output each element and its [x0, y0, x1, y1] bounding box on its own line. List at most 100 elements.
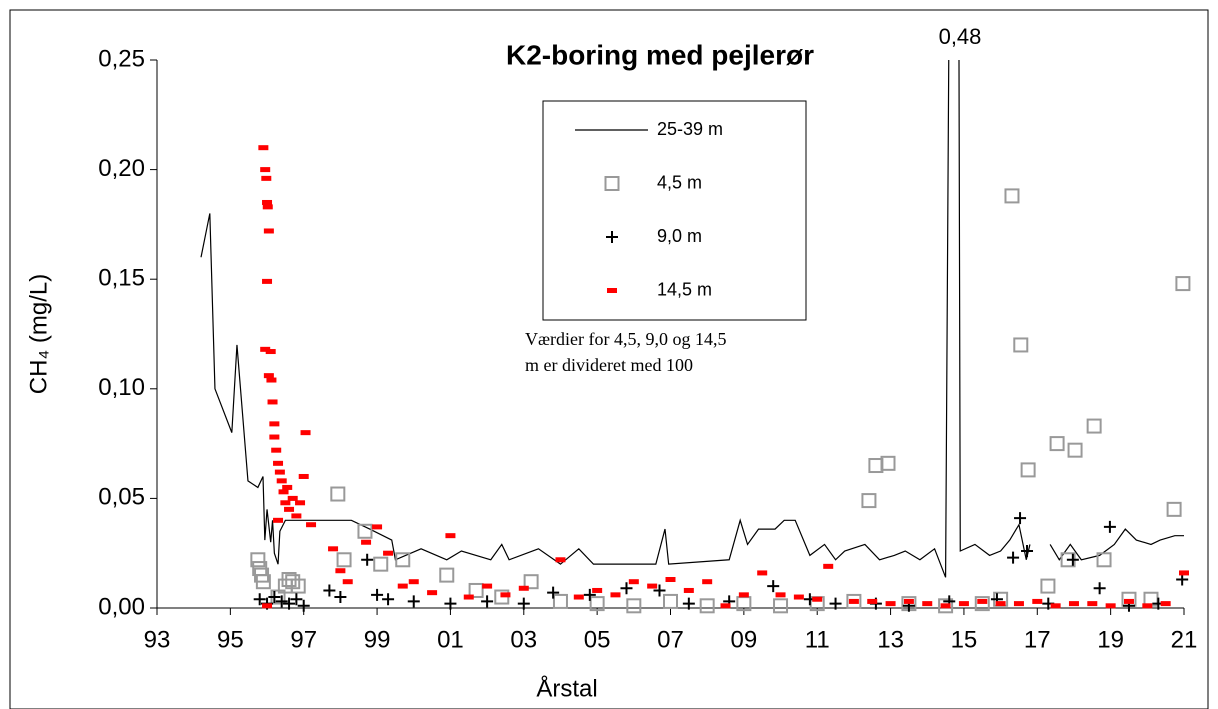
legend-swatch	[606, 231, 618, 243]
data-point	[977, 598, 988, 604]
data-point	[683, 587, 694, 593]
data-point	[482, 583, 493, 589]
legend-label: 25-39 m	[657, 119, 723, 139]
x-tick-label: 09	[731, 626, 758, 653]
x-axis-label: Årstal	[536, 674, 597, 702]
data-point	[812, 596, 823, 602]
data-point	[468, 582, 484, 598]
data-point	[682, 597, 695, 610]
data-point	[268, 591, 281, 604]
data-point	[974, 596, 990, 612]
annotation: 0,48	[939, 24, 982, 49]
data-point	[262, 603, 273, 609]
data-point	[958, 601, 969, 607]
data-point	[922, 601, 933, 607]
data-point	[1105, 603, 1116, 609]
data-point	[290, 593, 303, 606]
x-tick-label: 05	[584, 626, 611, 653]
data-point	[295, 500, 306, 506]
data-point	[757, 570, 768, 576]
data-point	[823, 563, 834, 569]
data-point	[880, 455, 896, 471]
x-tick-label: 17	[1024, 626, 1051, 653]
data-point	[275, 595, 288, 608]
data-point	[287, 495, 298, 501]
data-point	[610, 592, 621, 598]
data-point	[274, 469, 285, 475]
y-tick-label: 0,15	[98, 265, 145, 292]
x-tick-label: 15	[951, 626, 978, 653]
data-point	[517, 597, 530, 610]
data-point	[1049, 436, 1065, 452]
data-point	[267, 399, 278, 405]
data-point	[263, 373, 274, 379]
note: Værdier for 4,5, 9,0 og 14,5	[525, 329, 726, 349]
data-point	[261, 175, 272, 181]
data-point	[291, 513, 302, 519]
data-point	[738, 592, 749, 598]
data-point	[395, 552, 411, 568]
data-point	[271, 447, 282, 453]
data-point	[1096, 552, 1112, 568]
data-point	[1013, 337, 1029, 353]
data-point	[262, 199, 273, 205]
data-point	[300, 430, 311, 436]
legend-label: 4,5 m	[657, 172, 702, 192]
data-point	[1020, 462, 1036, 478]
data-point	[282, 484, 293, 490]
data-point	[1067, 442, 1083, 458]
x-tick-label: 19	[1097, 626, 1124, 653]
data-point	[273, 460, 284, 466]
data-point	[867, 598, 878, 604]
data-point	[1166, 501, 1182, 517]
data-point	[336, 552, 352, 568]
legend-swatch	[604, 176, 620, 191]
data-point	[361, 553, 374, 566]
data-point	[861, 493, 877, 509]
data-point	[383, 550, 394, 556]
data-point	[280, 500, 291, 506]
data-point	[382, 593, 395, 606]
data-point	[262, 204, 273, 210]
data-point	[1123, 598, 1134, 604]
y-tick-label: 0,25	[98, 45, 145, 72]
data-point	[589, 596, 605, 612]
data-point	[1142, 603, 1153, 609]
data-point	[273, 517, 284, 523]
data-point	[1014, 512, 1027, 525]
data-point	[407, 595, 420, 608]
data-point	[628, 579, 639, 585]
data-point	[583, 588, 596, 601]
data-point	[665, 577, 676, 583]
data-point	[335, 568, 346, 574]
data-point	[500, 592, 511, 598]
data-point	[323, 584, 336, 597]
data-point	[663, 593, 678, 609]
data-point	[306, 522, 317, 528]
data-point	[885, 601, 896, 607]
data-point	[284, 506, 295, 512]
data-point	[775, 592, 786, 598]
data-point	[829, 597, 842, 610]
x-tick-label: 97	[290, 626, 317, 653]
data-point	[290, 578, 306, 594]
data-point	[1004, 188, 1020, 204]
data-point	[995, 601, 1006, 607]
data-point	[653, 584, 666, 597]
note: m er divideret med 100	[525, 355, 693, 375]
data-point	[342, 579, 353, 585]
data-point	[269, 421, 280, 427]
data-point	[260, 346, 271, 352]
data-point	[1176, 573, 1189, 586]
data-point	[1103, 520, 1116, 533]
data-point	[262, 278, 273, 284]
data-point	[573, 594, 584, 600]
y-tick-label: 0,00	[98, 593, 145, 620]
data-point	[298, 473, 309, 479]
legend-box	[542, 100, 807, 321]
data-point	[408, 579, 419, 585]
legend-swatch	[607, 288, 617, 293]
legend-label: 9,0 m	[657, 226, 702, 246]
data-point	[940, 603, 951, 609]
